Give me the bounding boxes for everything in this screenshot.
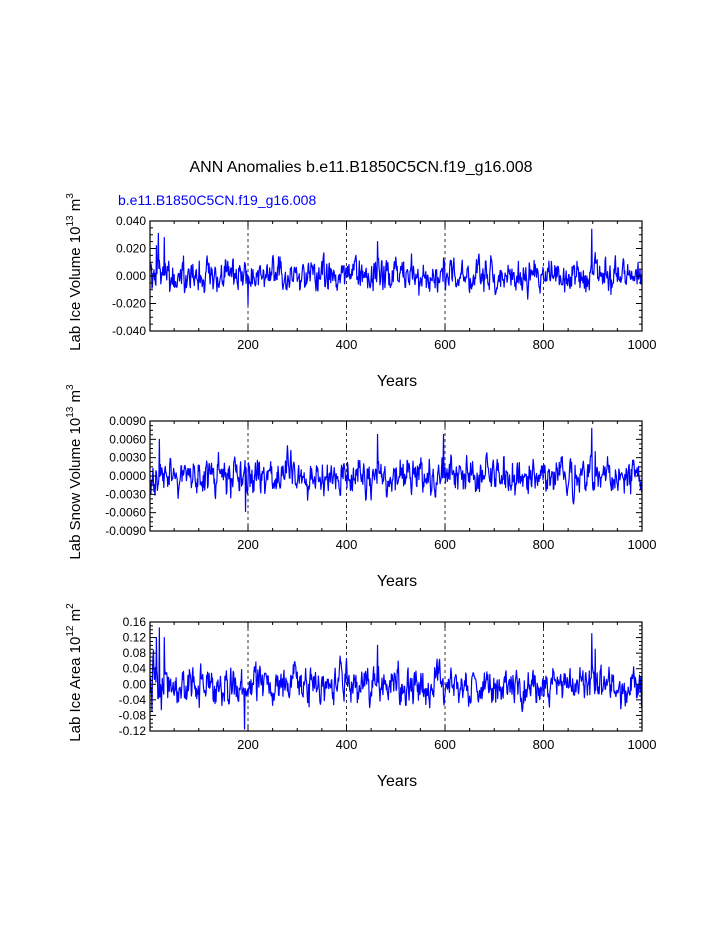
x-tick-label: 800	[533, 337, 555, 352]
y-axis-label-exponent: 2	[65, 603, 76, 609]
y-axis-label-text: Lab Ice Area 10	[67, 637, 84, 742]
x-tick-label: 200	[237, 737, 259, 752]
x-tick-label: 800	[533, 537, 555, 552]
y-tick-label: 0.0090	[109, 414, 146, 428]
y-tick-label: 0.04	[123, 662, 147, 676]
x-tick-label: 400	[336, 337, 358, 352]
y-tick-label: -0.12	[119, 724, 147, 738]
y-tick-label: 0.000	[116, 269, 146, 283]
x-axis-label: Years	[377, 773, 417, 790]
y-axis-label: Lab Ice Area 1012 m2	[65, 603, 84, 742]
y-tick-label: 0.0060	[109, 432, 146, 446]
x-axis-label: Years	[377, 373, 417, 390]
y-tick-label: -0.020	[112, 297, 146, 311]
plot-frame	[149, 621, 643, 732]
y-tick-label: 0.020	[116, 242, 146, 256]
y-tick-label: -0.0030	[105, 487, 146, 501]
y-axis-label-text: Lab Ice Volume 10	[67, 227, 84, 351]
y-axis-label-text: m	[67, 199, 84, 216]
series-subtitle: b.e11.B1850C5CN.f19_g16.008	[118, 192, 316, 208]
chart-panels: 200 400 600 800 1000 Years -0.040 -0.020 0.000 0.…	[65, 193, 656, 790]
x-tick-label: 1000	[628, 737, 657, 752]
series-line	[149, 427, 643, 513]
y-axis-label: Lab Ice Volume 1013 m3	[65, 193, 84, 351]
y-axis-label-exponent: 13	[65, 215, 76, 227]
chart-panel: 200 400 600 800 1000 Years -0.040 -0.020 0.000 0.…	[65, 193, 656, 390]
y-tick-label: 0.16	[123, 615, 147, 629]
chart-panel: 200 400 600 800 1000 Years -0.0090 -0.0060 -0.00…	[65, 384, 656, 590]
y-axis-label-exponent: 3	[65, 193, 76, 199]
y-axis-label-text: m	[67, 390, 84, 407]
x-tick-label: 400	[336, 737, 358, 752]
chart-panel: 200 400 600 800 1000 Years -0.12 -0.08-0.04 0.00…	[65, 603, 656, 790]
y-tick-label: -0.0090	[105, 524, 146, 538]
y-axis-label-exponent: 12	[65, 625, 76, 637]
y-tick-label: -0.08	[119, 708, 147, 722]
x-tick-label: 1000	[628, 537, 657, 552]
x-tick-label: 600	[434, 737, 456, 752]
y-tick-label: -0.040	[112, 324, 146, 338]
y-axis-label-exponent: 3	[65, 384, 76, 390]
y-axis-label-text: Lab Snow Volume 10	[67, 418, 84, 560]
y-tick-label: 0.12	[123, 631, 147, 645]
y-axis-label: Lab Snow Volume 1013 m3	[65, 384, 84, 560]
y-tick-label: -0.04	[119, 693, 147, 707]
y-tick-label: 0.040	[116, 214, 146, 228]
chart-title: ANN Anomalies b.e11.B1850C5CN.f19_g16.00…	[189, 159, 532, 176]
series-line	[149, 228, 643, 306]
x-axis-label: Years	[377, 573, 417, 590]
x-tick-label: 600	[434, 337, 456, 352]
x-tick-label: 600	[434, 537, 456, 552]
series-line	[149, 627, 643, 730]
y-axis-label-text: m	[67, 609, 84, 626]
y-tick-label: 0.00	[123, 677, 147, 691]
x-tick-label: 400	[336, 537, 358, 552]
x-tick-label: 1000	[628, 337, 657, 352]
y-axis-label-exponent: 13	[65, 406, 76, 418]
y-tick-label: -0.0060	[105, 506, 146, 520]
x-tick-label: 200	[237, 537, 259, 552]
x-tick-label: 800	[533, 737, 555, 752]
x-tick-label: 200	[237, 337, 259, 352]
y-tick-label: 0.08	[123, 646, 147, 660]
y-tick-label: 0.0000	[109, 469, 146, 483]
y-tick-label: 0.0030	[109, 451, 146, 465]
